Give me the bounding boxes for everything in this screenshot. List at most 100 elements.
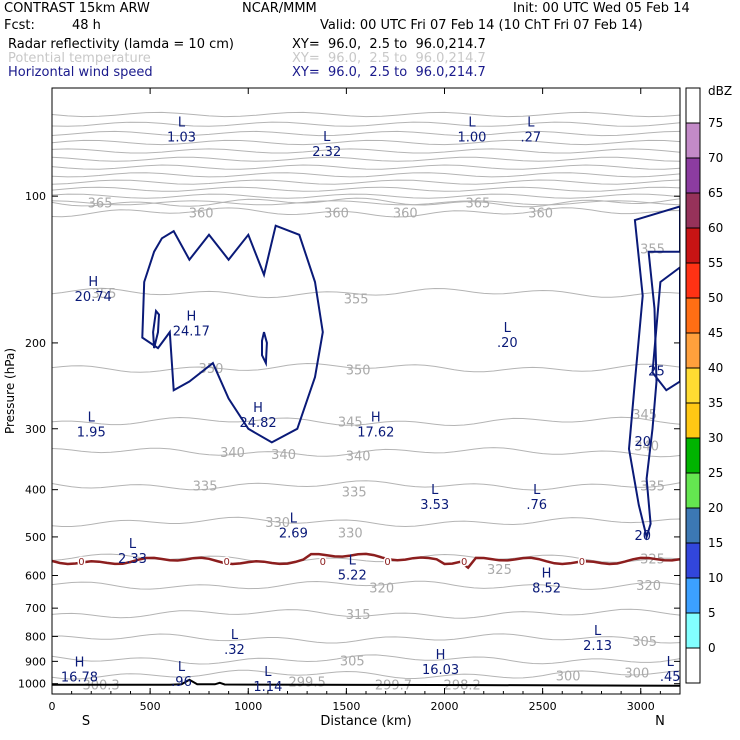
theta-label: 300.3 — [82, 679, 119, 694]
extremum-value: .96 — [171, 675, 192, 690]
extremum-value: 24.17 — [173, 325, 210, 340]
theta-contour-line — [52, 447, 680, 458]
colorbar-level-label: 30 — [708, 431, 723, 445]
colorbar-swatch — [685, 262, 701, 299]
y-tick-label: 800 — [25, 630, 46, 643]
theta-contour-line — [52, 608, 680, 619]
colorbar-level-label: 5 — [708, 606, 716, 620]
theta-contour-line — [52, 200, 680, 206]
forecast-hour: 48 h — [72, 18, 101, 33]
y-tick-label: 1000 — [18, 678, 46, 691]
theta-label: 315 — [346, 608, 371, 623]
colorbar-swatch — [685, 647, 701, 684]
field-theta-name: Potential temperature — [8, 51, 151, 66]
theta-label: 365 — [465, 196, 490, 211]
extremum-value: 2.33 — [118, 552, 147, 567]
colorbar-level-label: 20 — [708, 501, 723, 515]
theta-label: 360 — [528, 206, 553, 221]
colorbar-swatch — [685, 192, 701, 229]
wind-contour-20 — [627, 205, 680, 541]
extremum-kind: L — [290, 511, 298, 526]
terrain-layer — [52, 678, 680, 687]
organization: NCAR/MMM — [242, 1, 317, 16]
extremum-value: 2.69 — [279, 526, 308, 541]
extremum-value: 1.03 — [167, 131, 196, 146]
field-theta-xy: XY= 96.0, 2.5 to 96.0,214.7 — [292, 51, 486, 66]
theta-label: 325 — [487, 563, 512, 578]
plot-frame — [51, 87, 681, 695]
extremum-kind: L — [504, 321, 512, 336]
theta-label: 325 — [640, 553, 665, 568]
x-tick-label: 3000 — [627, 700, 655, 713]
extremum-value: .20 — [497, 336, 518, 351]
colorbar-level-label: 25 — [708, 466, 723, 480]
extremum-kind: L — [129, 537, 137, 552]
theta-contour-line — [52, 287, 680, 299]
theta-label: 365 — [88, 196, 113, 211]
theta-contour-line — [52, 111, 680, 118]
colorbar-swatch — [685, 332, 701, 369]
colorbar-level-label: 0 — [708, 641, 716, 655]
theta-contour-line — [52, 172, 680, 178]
extremum-value: 24.82 — [239, 416, 276, 431]
axes-layer: 0 500 1000 1500 2000 2500 30001002003004005006… — [3, 88, 681, 729]
theta-label: 340 — [634, 440, 659, 455]
wind-contour-25 — [651, 266, 680, 392]
extremum-value: 5.22 — [338, 569, 367, 584]
extremum-kind: L — [527, 116, 535, 131]
extremum-value: 2.13 — [583, 639, 612, 654]
x-tick-label: 0 — [49, 700, 56, 713]
freezing-level-label: 0 — [78, 557, 84, 568]
extremum-kind: H — [371, 411, 381, 426]
terrain-line — [52, 678, 680, 687]
theta-contour-line — [52, 186, 680, 192]
field-wind-xy: XY= 96.0, 2.5 to 96.0,214.7 — [292, 65, 486, 80]
field-reflectivity-xy: XY= 96.0, 2.5 to 96.0,214.7 — [292, 37, 486, 52]
extremum-kind: L — [349, 554, 357, 569]
extremum-kind: L — [533, 483, 541, 498]
theta-contour-line — [52, 179, 680, 185]
colorbar-unit: dBZ — [708, 84, 732, 98]
extremum-kind: H — [253, 401, 263, 416]
theta-contour-line — [52, 633, 680, 644]
theta-label: 360 — [324, 206, 349, 221]
colorbar-level-label: 10 — [708, 571, 723, 585]
wind-contour-label: 20 — [634, 435, 651, 450]
y-tick-label: 500 — [25, 531, 46, 544]
theta-label: 305 — [340, 655, 365, 670]
colorbar-swatch — [685, 507, 701, 544]
wind-contour-20 — [141, 224, 324, 444]
theta-contour-line — [52, 121, 680, 127]
theta-contour-line — [52, 148, 680, 154]
theta-contour-line — [52, 164, 680, 170]
colorbar-level-label: 65 — [708, 186, 723, 200]
colorbar-swatch — [685, 122, 701, 159]
colorbar-level-label: 60 — [708, 221, 723, 235]
extremum-kind: H — [75, 655, 85, 670]
wind-layer: 20 20 25 — [141, 205, 680, 544]
theta-contour-line — [52, 130, 680, 137]
theta-label: 345 — [632, 408, 657, 423]
init-time: Init: 00 UTC Wed 05 Feb 14 — [513, 1, 690, 16]
theta-contour-line — [52, 416, 680, 427]
wind-contour-20 — [261, 331, 268, 367]
field-wind-name: Horizontal wind speed — [8, 65, 153, 80]
theta-label: 335 — [342, 485, 367, 500]
extremum-value: 17.62 — [357, 426, 394, 441]
extremum-kind: L — [88, 411, 96, 426]
theta-contour-line — [52, 480, 680, 491]
theta-label: 299.5 — [289, 676, 326, 691]
colorbar-swatch — [685, 367, 701, 404]
theta-label: 330 — [265, 516, 290, 531]
theta-label: 345 — [338, 416, 363, 431]
freezing-level-label: 0 — [579, 557, 585, 568]
colorbar-level-label: 45 — [708, 326, 723, 340]
colorbar-swatch — [685, 402, 701, 439]
colorbar-swatch — [685, 542, 701, 579]
colorbar-swatch — [685, 577, 701, 614]
north-label: N — [655, 714, 665, 729]
